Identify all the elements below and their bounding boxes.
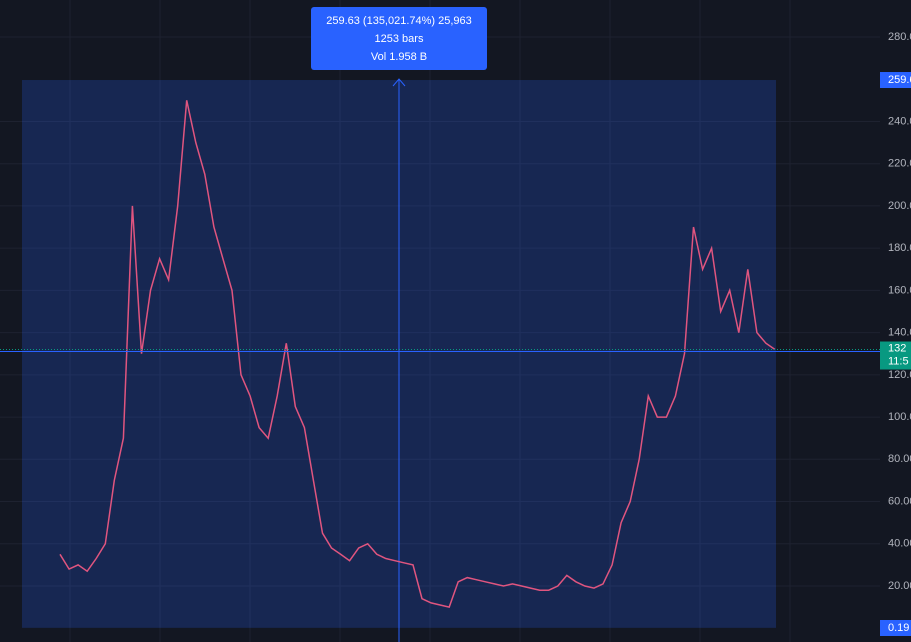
y-tick-label: 100.00: [888, 411, 911, 423]
y-tick-label: 280.00: [888, 31, 911, 43]
y-tick-label: 40.00: [888, 538, 911, 550]
y-tick-label: 140.00: [888, 327, 911, 339]
y-tick-label: 160.00: [888, 284, 911, 296]
last-price-tag: [880, 341, 911, 370]
axis-bg: [880, 0, 911, 642]
top-price-label: 259.63: [888, 74, 911, 86]
bottom-price-label: 0.19: [888, 622, 909, 634]
y-tick-label: 80.00: [888, 453, 911, 465]
price-axis: 20.00 40.00 60.00 80.00 100.00 120.00 140.00 16…: [880, 0, 911, 642]
measure-text: Vol 1.958 B: [371, 51, 427, 63]
y-tick-label: 60.00: [888, 495, 911, 507]
top-price-tag: [880, 72, 911, 89]
y-tick-label: 220.00: [888, 158, 911, 170]
measure-arrow: [392, 78, 406, 87]
bottom-price-tag: [880, 620, 911, 636]
y-tick-label: 200.00: [888, 200, 911, 212]
vertical-grid: [69, 0, 791, 642]
measure-tooltip: [311, 7, 487, 70]
plot: [0, 100, 880, 608]
y-tick-label: 20.00: [888, 580, 911, 592]
measure-tool: 259.63 (135,021.74%) 25,963 1253 bars Vol …: [22, 7, 776, 642]
price-line: [59, 100, 776, 608]
measure-text: 1253 bars: [375, 33, 424, 45]
y-tick-label: 120.00: [888, 369, 911, 381]
measure-text: 259.63 (135,021.74%) 25,963: [326, 15, 472, 27]
y-tick-label: 180.00: [888, 242, 911, 254]
y-tick-label: 240.00: [888, 115, 911, 127]
countdown-label: 11:5: [888, 355, 909, 367]
last-price-label: 132: [888, 342, 906, 354]
